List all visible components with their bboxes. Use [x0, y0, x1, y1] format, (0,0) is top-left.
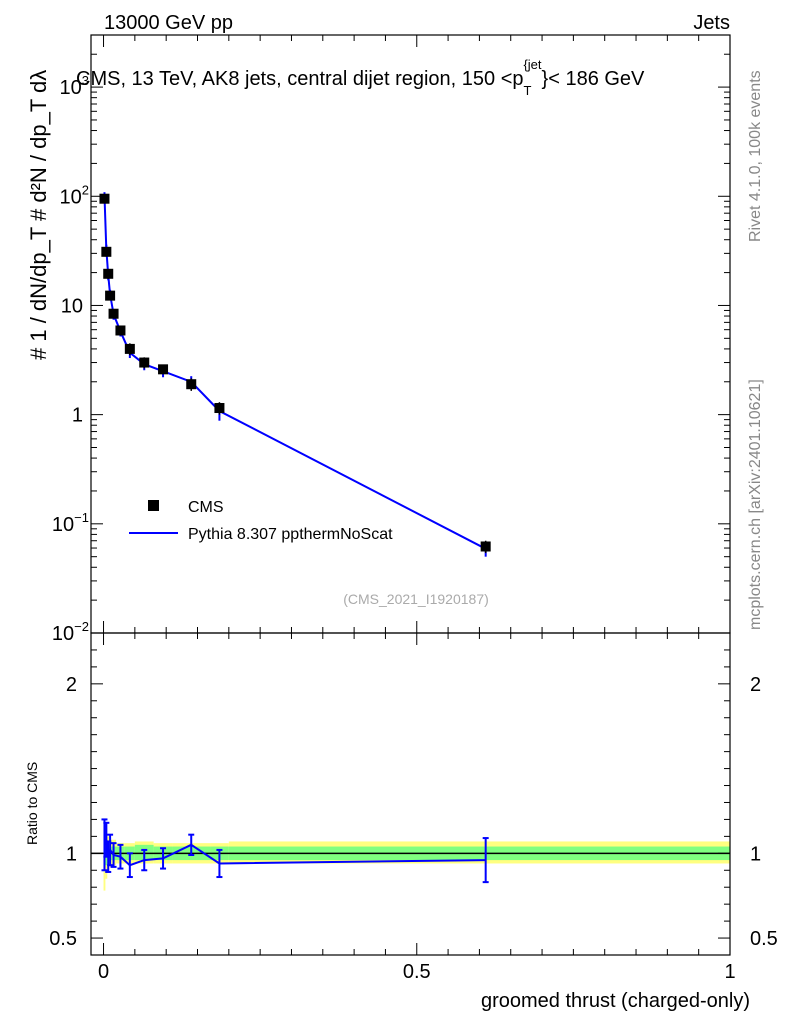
ratio-panel: [90, 632, 731, 956]
cms-data-point: [101, 246, 112, 257]
legend: CMS Pythia 8.307 ppthermNoScat: [129, 499, 393, 543]
analysis-watermark: (CMS_2021_I1920187): [343, 591, 489, 607]
cms-data-point: [108, 308, 119, 319]
ratio-y-tick-label: 0.5: [49, 928, 77, 950]
rivet-label: Rivet 4.1.0, 100k events: [747, 70, 764, 242]
process-label: Jets: [693, 12, 730, 34]
legend-mc-label: Pythia 8.307 ppthermNoScat: [188, 526, 393, 543]
legend-cms-marker: [148, 500, 159, 511]
ratio-axes: 0.5 0.5 1 1 2 2 0 0.5 1: [49, 633, 778, 983]
ratio-y-tick-label-right: 2: [750, 674, 761, 696]
cms-data-point: [139, 357, 150, 368]
svg-text:Ratio to CMS: Ratio to CMS: [24, 762, 40, 845]
cms-data-point: [124, 343, 135, 354]
main-axes: 10−2 10−1 1 10 102 103: [52, 34, 731, 645]
x-axis-title: groomed thrust (charged-only): [481, 990, 750, 1012]
ratio-y-tick-label-right: 0.5: [750, 928, 778, 950]
main-y-axis-title: # 1 / dN/dp_T # d²N / dp_T dλ: [26, 70, 51, 360]
ratio-y-tick-label-right: 1: [750, 843, 761, 865]
cms-data-point: [186, 379, 197, 390]
ratio-y-axis-title: Ratio to CMS: [24, 762, 40, 845]
cms-data-point: [115, 325, 126, 336]
ratio-frame: [90, 632, 731, 956]
svg-text:# 1 / dN/dp_T # d²N / dp_T dλ: # 1 / dN/dp_T # d²N / dp_T dλ: [26, 70, 51, 360]
y-tick-label: 1: [72, 405, 83, 427]
ratio-y-tick-label: 2: [66, 674, 77, 696]
cms-data-point: [105, 290, 116, 301]
x-tick-label: 1: [724, 961, 735, 983]
ratio-marks: [101, 818, 489, 884]
mcplots-label: mcplots.cern.ch [arXiv:2401.10621]: [747, 379, 764, 630]
cms-data-point: [214, 403, 225, 414]
y-tick-label: 102: [60, 182, 89, 208]
cms-data-point: [480, 541, 491, 552]
y-tick-label: 10−1: [52, 510, 89, 536]
plot-title: CMS, 13 TeV, AK8 jets, central dijet reg…: [76, 57, 645, 98]
x-tick-label: 0: [98, 961, 109, 983]
legend-cms-label: CMS: [188, 499, 224, 516]
y-tick-label: 10−2: [52, 619, 89, 645]
svg-text:mcplots.cern.ch [arXiv:2401.10: mcplots.cern.ch [arXiv:2401.10621]: [747, 379, 764, 630]
y-tick-label: 10: [61, 295, 83, 317]
cms-data-point: [99, 193, 110, 204]
cms-data-point: [103, 268, 114, 279]
main-marks: [99, 192, 491, 557]
y-tick-label: 103: [60, 73, 89, 99]
cms-data-point: [158, 364, 169, 375]
beam-label: 13000 GeV pp: [104, 12, 233, 34]
svg-text:Rivet 4.1.0, 100k events: Rivet 4.1.0, 100k events: [747, 70, 764, 242]
x-tick-label: 0.5: [403, 961, 431, 983]
ratio-y-tick-label: 1: [66, 843, 77, 865]
